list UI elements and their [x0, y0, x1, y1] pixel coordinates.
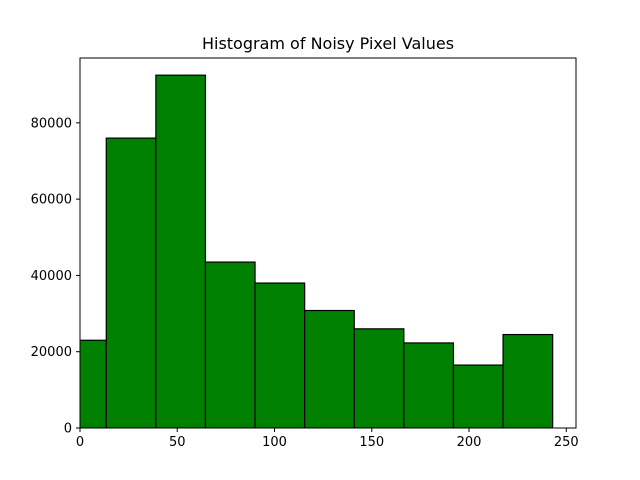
x-axis: 0 50 100 150 200 250 — [76, 428, 579, 450]
y-tick-label: 80000 — [31, 116, 72, 131]
y-tick-label: 40000 — [31, 269, 72, 284]
histogram-bar — [254, 282, 306, 428]
y-axis: 0 20000 40000 60000 80000 — [31, 116, 80, 437]
histogram-bar — [452, 364, 504, 428]
x-tick-label: 250 — [554, 435, 579, 450]
histogram-bar — [204, 261, 256, 428]
histogram-bar — [502, 333, 554, 428]
x-tick-label: 50 — [169, 435, 186, 450]
plot-frame — [79, 57, 577, 429]
histogram-bar — [403, 342, 455, 428]
x-tick-label: 150 — [359, 435, 384, 450]
x-tick-label: 200 — [457, 435, 482, 450]
y-tick-label: 60000 — [31, 193, 72, 208]
bars-group — [80, 74, 554, 428]
histogram-bar — [155, 74, 207, 428]
y-tick-label: 0 — [64, 422, 72, 437]
histogram-bar — [353, 328, 405, 428]
x-tick-label: 100 — [262, 435, 287, 450]
chart-title: Histogram of Noisy Pixel Values — [202, 34, 454, 53]
histogram-bar — [105, 137, 157, 428]
x-tick-label: 0 — [76, 435, 84, 450]
histogram-bar — [304, 309, 355, 428]
y-tick-label: 20000 — [31, 345, 72, 360]
